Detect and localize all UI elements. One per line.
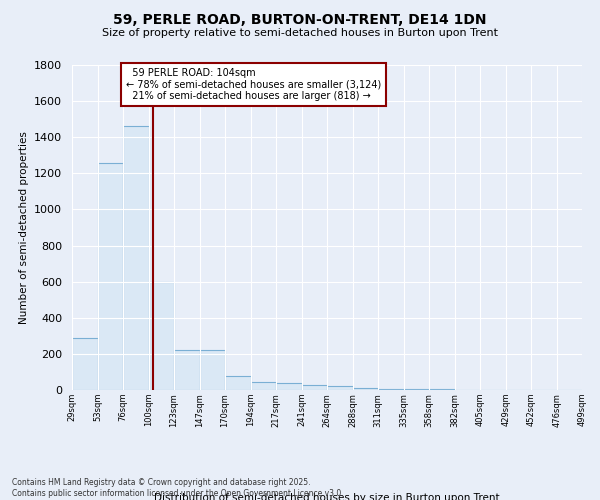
Bar bbox=[225, 376, 251, 390]
Bar bbox=[72, 338, 98, 390]
Bar bbox=[123, 126, 149, 390]
Bar bbox=[302, 384, 327, 390]
Bar bbox=[251, 382, 276, 390]
X-axis label: Distribution of semi-detached houses by size in Burton upon Trent: Distribution of semi-detached houses by … bbox=[154, 494, 500, 500]
Bar bbox=[98, 162, 123, 390]
Bar bbox=[200, 350, 225, 390]
Y-axis label: Number of semi-detached properties: Number of semi-detached properties bbox=[19, 131, 29, 324]
Bar bbox=[353, 388, 378, 390]
Bar bbox=[149, 282, 174, 390]
Bar bbox=[174, 350, 200, 390]
Text: Contains HM Land Registry data © Crown copyright and database right 2025.
Contai: Contains HM Land Registry data © Crown c… bbox=[12, 478, 344, 498]
Text: 59, PERLE ROAD, BURTON-ON-TRENT, DE14 1DN: 59, PERLE ROAD, BURTON-ON-TRENT, DE14 1D… bbox=[113, 12, 487, 26]
Bar bbox=[378, 388, 404, 390]
Bar bbox=[327, 386, 353, 390]
Bar bbox=[276, 383, 302, 390]
Bar bbox=[404, 389, 429, 390]
Text: 59 PERLE ROAD: 104sqm
← 78% of semi-detached houses are smaller (3,124)
  21% of: 59 PERLE ROAD: 104sqm ← 78% of semi-deta… bbox=[125, 68, 381, 102]
Text: Size of property relative to semi-detached houses in Burton upon Trent: Size of property relative to semi-detach… bbox=[102, 28, 498, 38]
